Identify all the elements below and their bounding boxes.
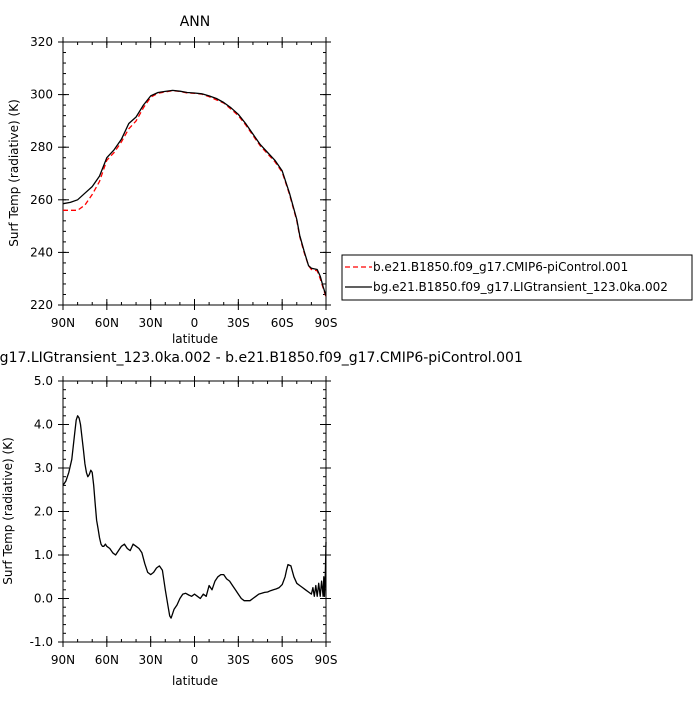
top-y-tick-label: 320 [30,35,53,49]
bottom-x-tick-label: 0 [191,653,199,667]
top-x-tick-label: 0 [191,316,199,330]
top-series-line-2 [62,89,327,296]
bottom-x-tick-label: 30S [227,653,250,667]
top-x-tick-label: 60N [95,316,119,330]
bottom-series-line-1 [62,415,327,619]
bottom-y-tick-label: 2.0 [34,505,53,519]
bottom-x-tick-label: 90N [51,653,75,667]
bottom-chart-y-axis-label: Surf Temp (radiative) (K) [1,437,15,585]
top-chart-plot-area: 90N 60N 30N 0 30S 60S 90S 220 240 260 280 300 320 [30,35,337,330]
top-y-tick-label: 220 [30,298,53,312]
bottom-x-tick-label: 60S [271,653,294,667]
bottom-y-tick-label: 4.0 [34,418,53,432]
top-y-tick-label: 280 [30,140,53,154]
bottom-y-tick-label: 0.0 [34,592,53,606]
top-y-tick-label: 240 [30,245,53,259]
bottom-y-tick-label: 5.0 [34,374,53,388]
top-y-tick-label: 260 [30,193,53,207]
top-x-tick-label: 30N [139,316,163,330]
legend-label-piControl: b.e21.B1850.f09_g17.CMIP6-piControl.001 [373,260,628,274]
legend-label-LIGtransient: bg.e21.B1850.f09_g17.LIGtransient_123.0k… [373,280,668,294]
bottom-y-tick-label: -1.0 [30,635,53,649]
top-x-tick-label: 30S [227,316,250,330]
bottom-chart-plot-area: 90N 60N 30N 0 30S 60S 90S -1.0 0.0 1.0 2.0 3.0 4.0 5.… [30,374,338,667]
top-y-tick-label: 300 [30,88,53,102]
top-x-tick-label: 60S [271,316,294,330]
top-chart-title: ANN [180,14,211,30]
top-chart-y-axis-label: Surf Temp (radiative) (K) [7,99,21,247]
top-chart-legend: b.e21.B1850.f09_g17.CMIP6-piControl.001 … [341,254,693,301]
top-series-line-1 [63,90,327,298]
bottom-y-tick-label: 3.0 [34,461,53,475]
bottom-chart-frame [62,380,327,643]
bottom-chart-title: bg.e21.B1850.f09_g17.LIGtransient_123.0k… [0,350,523,366]
bottom-x-tick-label: 90S [315,653,338,667]
bottom-y-tick-label: 1.0 [34,548,53,562]
top-x-tick-label: 90N [51,316,75,330]
top-x-tick-label: 90S [315,316,338,330]
top-chart-x-axis-label: latitude [172,332,218,346]
bottom-x-tick-label: 60N [95,653,119,667]
legend-box [341,254,693,301]
bottom-x-tick-label: 30N [139,653,163,667]
bottom-chart-x-axis-label: latitude [172,674,218,688]
